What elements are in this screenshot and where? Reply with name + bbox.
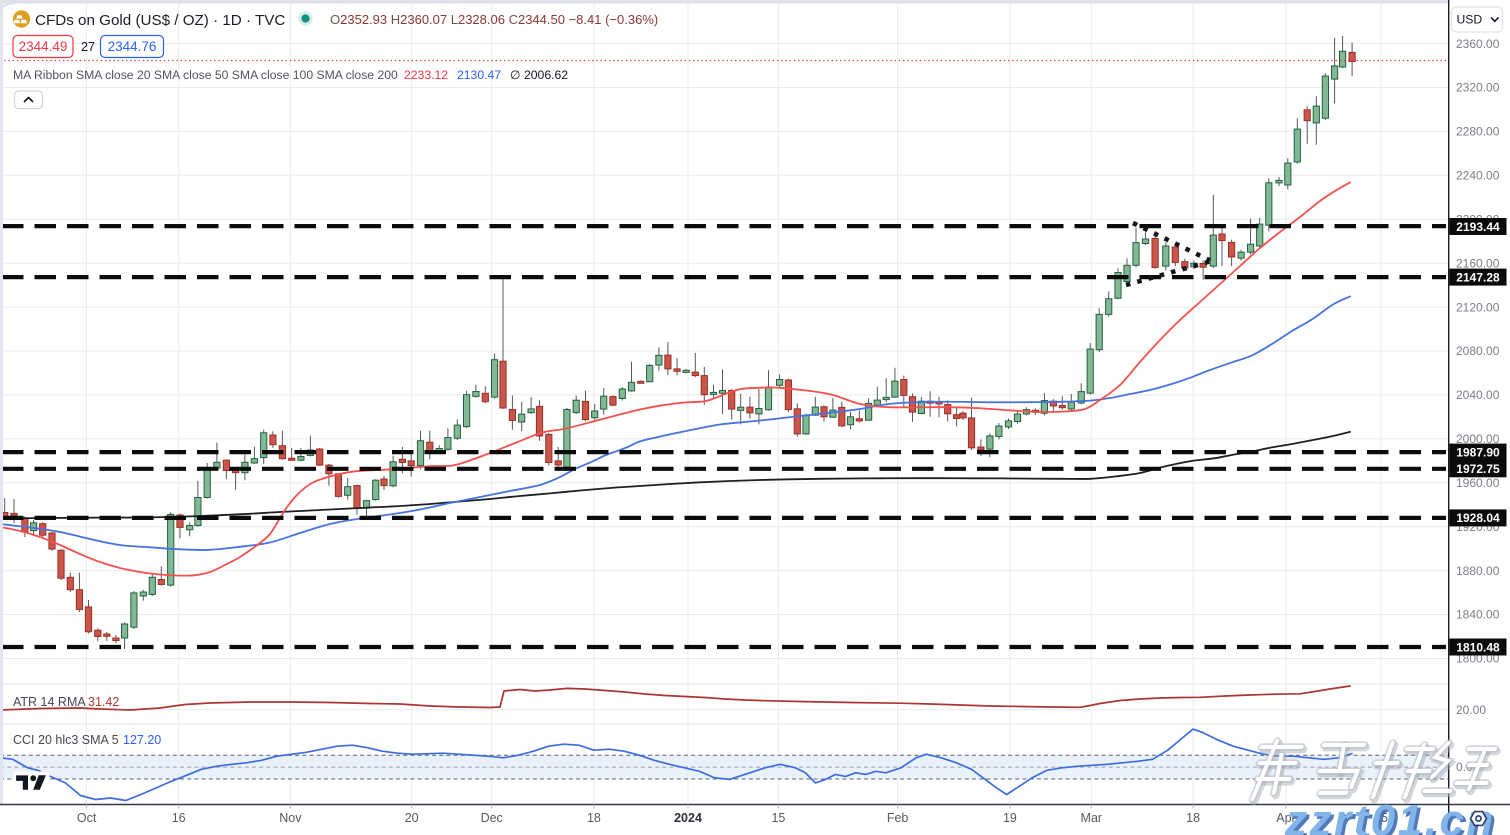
- svg-text:2080.00: 2080.00: [1456, 344, 1500, 358]
- svg-text:15: 15: [771, 811, 785, 825]
- svg-text:1810.48: 1810.48: [1456, 640, 1500, 654]
- svg-text:1928.04: 1928.04: [1456, 511, 1500, 525]
- svg-text:2160.00: 2160.00: [1456, 256, 1500, 270]
- svg-text:2147.28: 2147.28: [1456, 270, 1500, 284]
- svg-text:Apr: Apr: [1276, 811, 1295, 825]
- svg-text:19: 19: [1003, 811, 1017, 825]
- svg-text:31.42: 31.42: [88, 695, 119, 709]
- svg-text:2344.76: 2344.76: [108, 39, 157, 54]
- svg-text:Nov: Nov: [279, 811, 302, 825]
- svg-text:15: 15: [1374, 811, 1388, 825]
- svg-text:1972.75: 1972.75: [1456, 462, 1500, 476]
- svg-text:∅ 2006.62: ∅ 2006.62: [510, 68, 568, 82]
- svg-text:2360.00: 2360.00: [1456, 37, 1500, 51]
- svg-text:2040.00: 2040.00: [1456, 388, 1500, 402]
- svg-text:2233.12: 2233.12: [404, 68, 448, 82]
- svg-text:18: 18: [1186, 811, 1200, 825]
- svg-text:O2352.93 H2360.07 L2328.06 C23: O2352.93 H2360.07 L2328.06 C2344.50 −8.4…: [330, 12, 658, 27]
- svg-text:20.00: 20.00: [1456, 703, 1486, 717]
- svg-text:2320.00: 2320.00: [1456, 81, 1500, 95]
- svg-text:ATR 14 RMA: ATR 14 RMA: [13, 695, 86, 709]
- svg-text:2193.44: 2193.44: [1456, 220, 1500, 234]
- svg-text:2280.00: 2280.00: [1456, 125, 1500, 139]
- svg-text:USD: USD: [1457, 13, 1483, 27]
- svg-text:2344.49: 2344.49: [19, 39, 68, 54]
- svg-text:2120.00: 2120.00: [1456, 300, 1500, 314]
- svg-text:Feb: Feb: [887, 811, 909, 825]
- svg-text:20: 20: [405, 811, 419, 825]
- svg-text:1960.00: 1960.00: [1456, 476, 1500, 490]
- svg-text:27: 27: [81, 40, 95, 54]
- svg-text:127.20: 127.20: [123, 733, 161, 747]
- svg-text:CFDs on Gold (US$ / OZ) · 1D ·: CFDs on Gold (US$ / OZ) · 1D · TVC: [35, 12, 285, 29]
- svg-text:zzrt01.cn: zzrt01.cn: [1287, 798, 1499, 835]
- svg-text:MA Ribbon SMA close 20 SMA clo: MA Ribbon SMA close 20 SMA close 50 SMA …: [13, 68, 398, 82]
- svg-text:Mar: Mar: [1081, 811, 1103, 825]
- svg-text:1987.90: 1987.90: [1456, 445, 1500, 459]
- svg-text:18: 18: [587, 811, 601, 825]
- svg-text:16: 16: [172, 811, 186, 825]
- svg-text:1880.00: 1880.00: [1456, 564, 1500, 578]
- svg-text:1840.00: 1840.00: [1456, 608, 1500, 622]
- svg-text:2000.00: 2000.00: [1456, 432, 1500, 446]
- svg-text:2240.00: 2240.00: [1456, 169, 1500, 183]
- svg-text:Oct: Oct: [77, 811, 97, 825]
- svg-text:2130.47: 2130.47: [457, 68, 501, 82]
- svg-text:zzrt01.cn: zzrt01.cn: [1284, 796, 1496, 835]
- svg-text:2024: 2024: [674, 811, 702, 825]
- svg-text:CCI 20 hlc3 SMA 5: CCI 20 hlc3 SMA 5: [13, 733, 119, 747]
- svg-text:Dec: Dec: [481, 811, 503, 825]
